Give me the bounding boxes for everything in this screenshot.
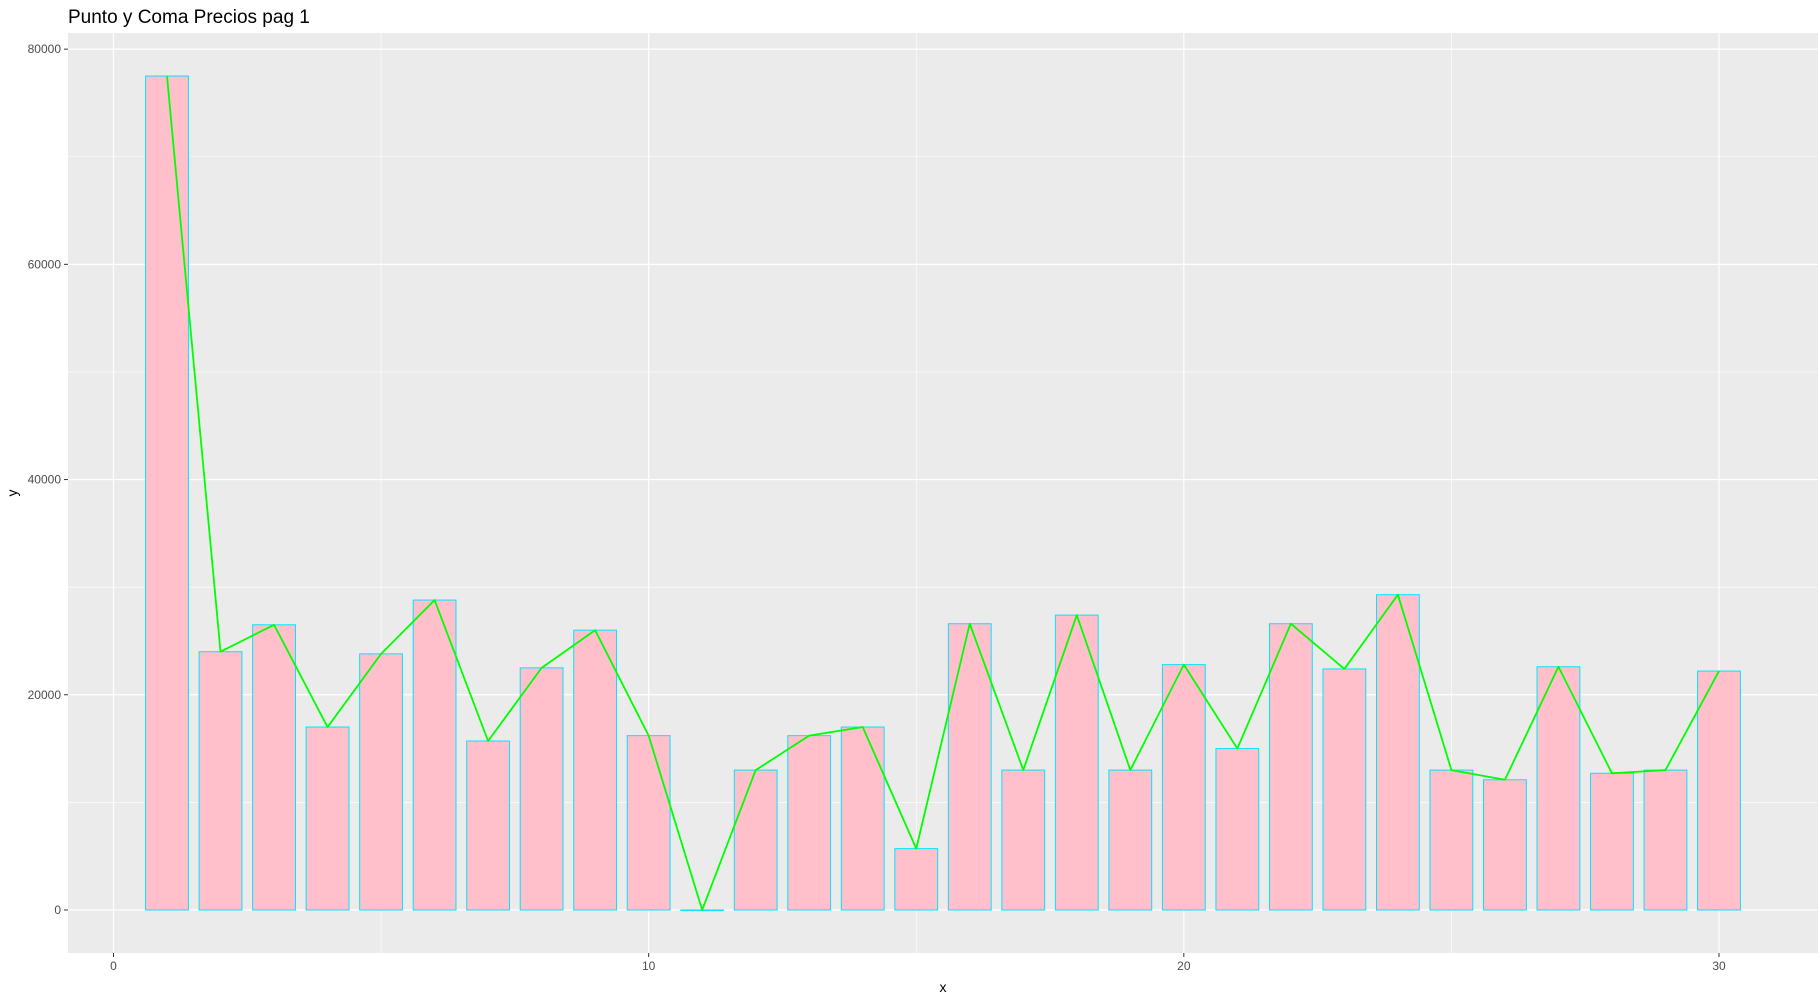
x-tick-label: 0: [110, 959, 117, 973]
x-axis: 0 10 20 30: [110, 953, 1726, 973]
bar: [626, 735, 671, 911]
bar: [894, 848, 939, 911]
bar: [947, 623, 992, 911]
bar: [252, 624, 296, 911]
bar: [1215, 748, 1260, 911]
x-tick-label: 20: [1177, 959, 1191, 973]
y-tick-label: 40000: [28, 473, 62, 487]
bar: [1643, 769, 1688, 911]
bar: [1108, 769, 1153, 911]
y-axis: 0 20000 40000 60000 80000: [28, 42, 68, 917]
bar: [1590, 772, 1634, 911]
series-line: [166, 75, 1720, 911]
y-tick-label: 0: [54, 903, 61, 917]
bar: [1697, 670, 1741, 911]
bar: [1429, 769, 1474, 911]
bar: [198, 651, 243, 911]
bar: [1536, 666, 1581, 911]
chart-title: Punto y Coma Precios pag 1: [68, 7, 310, 28]
bar: [519, 667, 564, 911]
bar: [1161, 664, 1206, 911]
bar: [466, 740, 511, 911]
x-tick-label: 10: [642, 959, 656, 973]
x-axis-title: x: [940, 979, 947, 995]
series-line-path: [166, 75, 1720, 911]
bar: [1483, 779, 1527, 911]
bar: [1054, 614, 1099, 911]
bar: [305, 726, 350, 911]
bar: [145, 75, 189, 911]
y-tick-label: 80000: [28, 42, 62, 56]
x-tick-label: 30: [1712, 959, 1726, 973]
bar: [1375, 594, 1420, 911]
bar: [573, 629, 618, 911]
y-tick-label: 60000: [28, 257, 62, 271]
bar: [840, 726, 885, 911]
bar: [733, 769, 778, 911]
y-tick-label: 20000: [28, 688, 62, 702]
y-axis-title: y: [4, 490, 20, 497]
bar: [359, 653, 403, 911]
bar: [1322, 668, 1367, 911]
bar: [1268, 623, 1313, 911]
bar: [1001, 769, 1046, 911]
bar: [787, 735, 832, 911]
bar: [412, 599, 457, 911]
